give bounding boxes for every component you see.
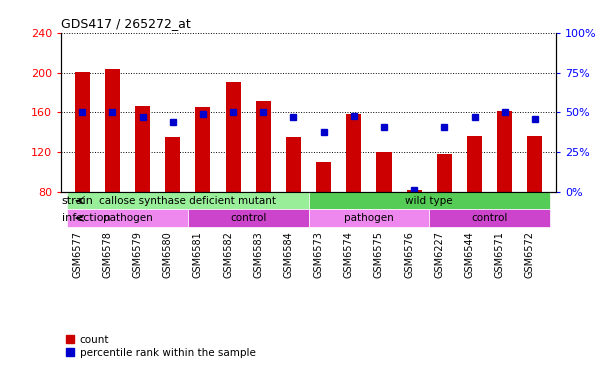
Text: GSM6580: GSM6580 [163, 231, 173, 278]
Bar [430, 209, 550, 227]
Text: GSM6579: GSM6579 [133, 231, 142, 278]
Text: control: control [472, 213, 508, 223]
Text: control: control [230, 213, 266, 223]
Bar [316, 162, 331, 192]
Bar [256, 101, 271, 192]
Legend: count, percentile rank within the sample: count, percentile rank within the sample [67, 335, 256, 358]
Text: GSM6571: GSM6571 [495, 231, 505, 278]
Bar [67, 209, 188, 227]
Bar [67, 192, 309, 209]
Text: GSM6575: GSM6575 [374, 231, 384, 278]
Bar [467, 136, 482, 192]
Bar [309, 209, 430, 227]
Text: GSM6581: GSM6581 [193, 231, 203, 278]
Text: GSM6583: GSM6583 [254, 231, 263, 278]
Text: GSM6577: GSM6577 [72, 231, 82, 278]
Text: wild type: wild type [406, 196, 453, 206]
Text: strain: strain [62, 196, 93, 206]
Bar [527, 136, 543, 192]
Bar [196, 108, 210, 192]
Bar [105, 69, 120, 192]
Text: GSM6582: GSM6582 [223, 231, 233, 278]
Bar [346, 115, 361, 192]
Text: GSM6573: GSM6573 [313, 231, 324, 278]
Bar [407, 190, 422, 192]
Bar [497, 111, 512, 192]
Bar [165, 137, 180, 192]
Text: pathogen: pathogen [103, 213, 152, 223]
Bar [376, 152, 392, 192]
Text: GSM6227: GSM6227 [434, 231, 444, 278]
Text: GDS417 / 265272_at: GDS417 / 265272_at [61, 17, 191, 30]
Text: callose synthase deficient mutant: callose synthase deficient mutant [100, 196, 276, 206]
Text: GSM6574: GSM6574 [344, 231, 354, 278]
Text: infection: infection [62, 213, 111, 223]
Text: pathogen: pathogen [344, 213, 393, 223]
Text: GSM6584: GSM6584 [284, 231, 293, 278]
Bar [437, 154, 452, 192]
Bar [309, 192, 550, 209]
Text: GSM6544: GSM6544 [464, 231, 475, 278]
Bar [286, 137, 301, 192]
Bar [135, 107, 150, 192]
Bar [75, 72, 90, 192]
Text: GSM6572: GSM6572 [525, 231, 535, 278]
Bar [225, 82, 241, 192]
Text: GSM6576: GSM6576 [404, 231, 414, 278]
Bar [188, 209, 309, 227]
Text: GSM6578: GSM6578 [103, 231, 112, 278]
